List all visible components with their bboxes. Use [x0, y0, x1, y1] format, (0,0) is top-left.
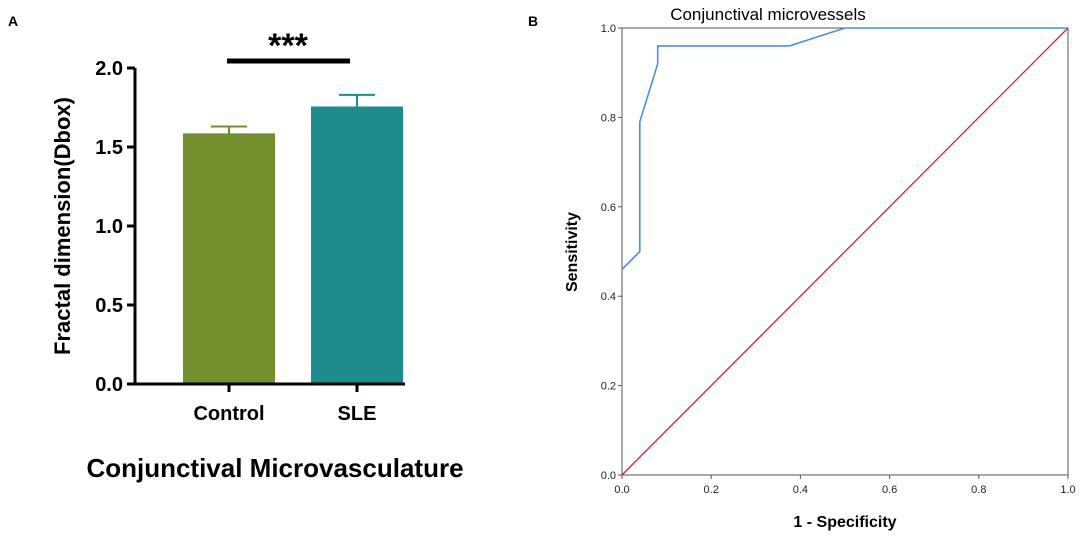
- panel-b-label: B: [528, 13, 538, 29]
- b-x-tick-label: 0.4: [793, 484, 808, 496]
- b-x-tick-label: 0.8: [971, 484, 986, 496]
- bar-sle: [311, 106, 403, 385]
- b-y-tick-label: 0.2: [601, 381, 616, 393]
- a-y-tick-label: 2.0: [95, 58, 123, 80]
- panel-a-label: A: [8, 13, 18, 29]
- b-x-tick-label: 1.0: [1060, 484, 1075, 496]
- reference-diagonal-line: [621, 27, 1069, 476]
- panel-a-bar-chart: A 0.0 0.5 1.0 1.5 2.0 Control SLE Fractal dime…: [8, 13, 464, 483]
- a-y-tick-label: 0.5: [95, 295, 123, 317]
- b-y-tick-label: 0.4: [601, 291, 616, 303]
- a-y-tick-label: 1.0: [95, 216, 123, 238]
- b-y-tick-label: 0.6: [601, 202, 616, 214]
- b-x-tick-label: 0.2: [704, 484, 719, 496]
- roc-curve-line: [621, 27, 1068, 270]
- b-y-tick-label: 0.0: [601, 470, 616, 482]
- a-x-tick-label: Control: [193, 403, 264, 425]
- a-y-tick-label: 0.0: [95, 374, 123, 396]
- bar-control: [183, 133, 275, 385]
- significance-stars: ***: [268, 27, 308, 65]
- b-x-tick-label: 0.0: [614, 484, 629, 496]
- b-x-axis-label: 1 - Specificity: [793, 514, 896, 531]
- a-x-tick-label: SLE: [338, 403, 377, 425]
- a-y-tick-label: 1.5: [95, 137, 123, 159]
- a-y-axis-label: Fractal dimension(Dbox): [50, 97, 75, 355]
- a-chart-title: Conjunctival Microvasculature: [86, 453, 463, 483]
- b-chart-title: Conjunctival microvessels: [670, 5, 866, 24]
- b-y-axis-label: Sensitivity: [564, 212, 581, 292]
- b-y-tick-label: 1.0: [601, 23, 616, 35]
- b-y-tick-label: 0.8: [601, 112, 616, 124]
- b-x-tick-label: 0.6: [882, 484, 897, 496]
- panel-b-roc-chart: B 0.0 0.2 0.4 0.6 0.8 1.0 0.0 0.2 0.4 0.6 0.8 1.0 C…: [528, 5, 1076, 531]
